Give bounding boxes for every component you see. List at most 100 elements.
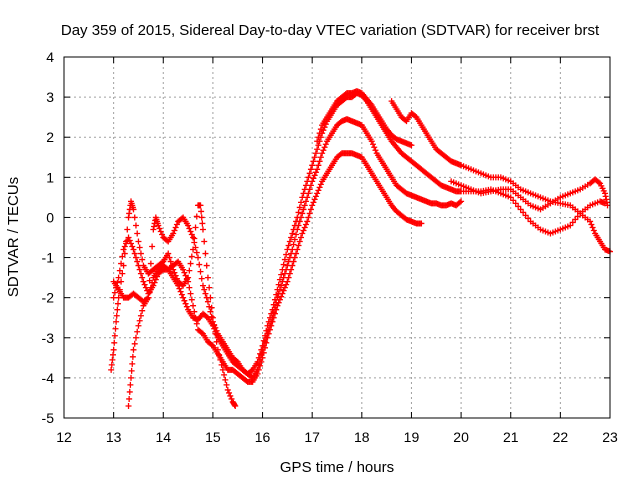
series-track-4: [125, 90, 609, 409]
data-point: [206, 284, 213, 291]
x-tick-label: 14: [155, 429, 171, 445]
data-point: [271, 296, 278, 303]
data-point: [279, 266, 286, 273]
data-point: [136, 317, 143, 324]
data-point: [190, 234, 197, 241]
data-point: [111, 289, 118, 296]
data-point: [110, 351, 117, 358]
data-point: [512, 200, 519, 207]
data-point: [137, 250, 144, 257]
data-point: [131, 250, 138, 257]
data-point: [180, 294, 187, 301]
data-point: [266, 314, 273, 321]
series-track-7: [448, 176, 611, 213]
data-point: [270, 301, 277, 308]
data-point: [274, 286, 281, 293]
data-point: [300, 227, 307, 234]
data-point: [255, 354, 262, 361]
series-track-5: [314, 88, 415, 149]
plot-frame: [63, 56, 611, 419]
data-point: [223, 381, 230, 388]
data-point: [213, 327, 220, 334]
data-point: [197, 202, 204, 209]
data-point: [314, 166, 321, 173]
data-point: [290, 226, 297, 233]
data-point: [108, 366, 115, 373]
data-point: [574, 213, 581, 220]
data-point: [132, 334, 139, 341]
x-tick-label: 21: [503, 429, 519, 445]
data-point: [113, 312, 120, 319]
data-point: [295, 209, 302, 216]
data-point: [254, 358, 261, 365]
data-point: [258, 351, 265, 358]
data-point: [525, 215, 532, 222]
data-point: [315, 162, 322, 169]
x-tick-label: 13: [106, 429, 122, 445]
data-point: [157, 228, 164, 235]
data-point: [172, 224, 179, 231]
data-point: [110, 294, 117, 301]
data-point: [296, 238, 303, 245]
data-point: [268, 310, 275, 317]
data-point: [276, 276, 283, 283]
data-point: [135, 262, 142, 269]
data-point: [125, 402, 132, 409]
data-point: [257, 350, 264, 357]
data-point: [312, 150, 319, 157]
data-point: [182, 300, 189, 307]
data-point: [418, 220, 425, 227]
data-point: [458, 198, 465, 205]
data-point: [301, 224, 308, 231]
data-point: [222, 376, 229, 383]
chart-title: Day 359 of 2015, Sidereal Day-to-day VTE…: [61, 22, 600, 39]
data-point: [305, 174, 312, 181]
data-point: [322, 141, 329, 148]
data-point: [294, 214, 301, 221]
data-point: [310, 199, 317, 206]
y-tick-label: -2: [42, 290, 55, 306]
data-point: [369, 141, 376, 148]
data-point: [281, 284, 288, 291]
data-point: [304, 178, 311, 185]
x-tick-label: 23: [602, 429, 618, 445]
data-point: [198, 329, 205, 336]
data-point: [145, 294, 152, 301]
data-point: [188, 296, 195, 303]
data-point: [590, 227, 597, 234]
data-point: [181, 297, 188, 304]
data-point: [408, 142, 415, 149]
data-point: [125, 234, 132, 241]
data-point: [289, 230, 296, 237]
data-point: [316, 158, 323, 165]
data-point: [187, 260, 194, 267]
data-point: [258, 346, 265, 353]
data-point: [136, 244, 143, 251]
data-point: [193, 249, 200, 256]
data-point: [298, 234, 305, 241]
data-point: [311, 172, 318, 179]
data-point: [311, 154, 318, 161]
data-point: [128, 240, 135, 247]
data-point: [131, 214, 138, 221]
data-point: [131, 340, 138, 347]
data-point: [146, 277, 153, 284]
data-point: [567, 222, 574, 229]
data-point: [317, 154, 324, 161]
x-tick-label: 12: [56, 429, 72, 445]
y-tick-label: -3: [42, 330, 55, 346]
y-tick-label: -1: [42, 250, 55, 266]
data-point: [202, 290, 209, 297]
data-point: [311, 196, 318, 203]
data-point: [507, 194, 514, 201]
data-point: [134, 230, 141, 237]
y-tick-label: 1: [46, 169, 54, 185]
data-point: [139, 274, 146, 281]
data-point: [520, 209, 527, 216]
data-point: [173, 221, 180, 228]
data-point: [299, 194, 306, 201]
data-point: [187, 228, 194, 235]
data-point: [132, 222, 139, 229]
data-point: [135, 238, 142, 245]
